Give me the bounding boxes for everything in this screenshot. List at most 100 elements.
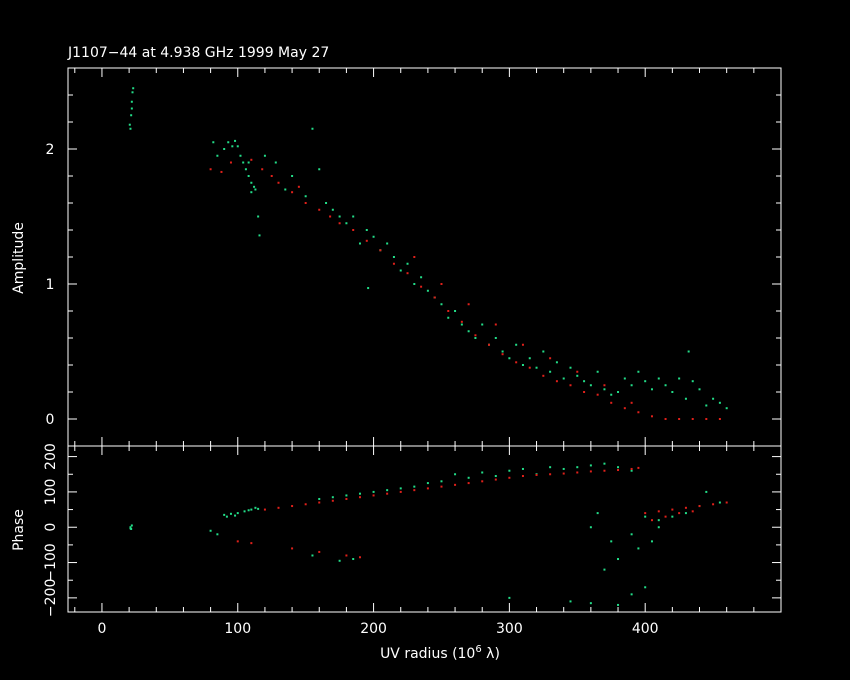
model-point — [399, 490, 402, 493]
data-point — [131, 91, 134, 94]
data-point — [254, 188, 257, 191]
data-point — [129, 127, 132, 130]
data-point — [684, 512, 687, 515]
data-point — [318, 497, 321, 500]
data-point — [426, 289, 429, 292]
data-point — [440, 480, 443, 483]
model-point — [678, 418, 681, 420]
data-point — [718, 401, 721, 404]
data-point — [657, 519, 660, 522]
data-point — [234, 514, 237, 517]
model-point — [535, 473, 538, 476]
data-point — [247, 509, 250, 512]
model-point — [352, 229, 355, 231]
model-point — [379, 249, 382, 252]
model-point — [555, 380, 558, 383]
model-point — [358, 496, 361, 499]
y-tick-label: 0 — [43, 523, 59, 532]
data-point — [650, 388, 653, 391]
model-point — [521, 475, 524, 478]
model-point — [576, 370, 579, 373]
model-point — [263, 508, 266, 511]
model-point — [304, 202, 307, 204]
data-point — [413, 283, 416, 285]
data-point — [318, 168, 321, 171]
model-point — [691, 418, 694, 420]
model-point — [494, 323, 497, 326]
data-point — [263, 154, 266, 157]
y-tick-label: −100 — [43, 543, 59, 581]
model-point — [644, 512, 647, 515]
data-point — [549, 466, 552, 469]
data-point — [372, 235, 375, 238]
x-axis-label: UV radius (106 λ) — [380, 644, 500, 662]
model-point — [488, 343, 491, 346]
model-point — [277, 181, 280, 184]
data-point — [515, 343, 518, 346]
data-point — [589, 464, 592, 467]
x-axis-label-exponent: 6 — [475, 644, 481, 655]
data-point — [549, 370, 552, 373]
data-point — [358, 492, 361, 495]
data-point — [236, 512, 239, 515]
model-point — [705, 418, 708, 420]
model-point — [277, 506, 280, 509]
data-point — [454, 473, 457, 476]
model-point — [718, 418, 721, 420]
model-point — [392, 262, 395, 265]
data-point — [596, 370, 599, 373]
model-point — [691, 510, 694, 513]
x-tick-label: 200 — [360, 621, 387, 637]
model-point — [617, 469, 620, 472]
data-point — [234, 139, 237, 142]
data-point — [501, 350, 504, 353]
data-point — [216, 154, 219, 157]
data-point — [129, 526, 132, 529]
data-point — [367, 287, 370, 290]
model-point — [637, 466, 640, 469]
data-point — [243, 510, 246, 513]
data-point — [325, 202, 328, 204]
data-point — [603, 388, 606, 391]
data-point — [216, 533, 219, 536]
model-point — [329, 215, 332, 218]
data-point — [242, 161, 245, 164]
model-point — [583, 391, 586, 393]
data-point — [637, 547, 640, 550]
data-point — [589, 602, 592, 605]
data-point — [508, 357, 511, 360]
data-point — [257, 215, 260, 218]
data-point — [254, 506, 257, 509]
data-point — [521, 467, 524, 470]
data-point — [338, 559, 341, 562]
data-point — [644, 515, 647, 518]
data-point — [630, 384, 633, 387]
model-point — [508, 476, 511, 479]
model-point — [603, 384, 606, 387]
model-point — [261, 168, 264, 171]
x-tick-label: 400 — [632, 621, 659, 637]
data-point — [386, 242, 389, 245]
data-point — [352, 558, 355, 561]
data-point — [209, 529, 212, 532]
data-point — [467, 330, 470, 333]
data-point — [725, 407, 728, 410]
model-point — [433, 296, 436, 299]
data-point — [562, 467, 565, 470]
model-point — [420, 285, 423, 288]
data-point — [358, 242, 361, 245]
x-axis-label-text: UV radius (10 — [380, 646, 475, 662]
model-point — [460, 320, 463, 323]
data-point — [508, 469, 511, 472]
model-point — [610, 401, 613, 404]
data-point — [284, 188, 287, 191]
model-point — [576, 471, 579, 474]
model-point — [712, 503, 715, 506]
data-point — [291, 175, 294, 177]
data-point — [247, 161, 250, 164]
model-point — [304, 503, 307, 506]
data-point — [494, 337, 497, 339]
model-point — [589, 470, 592, 473]
x-tick-label: 100 — [224, 621, 251, 637]
model-point — [447, 310, 450, 312]
